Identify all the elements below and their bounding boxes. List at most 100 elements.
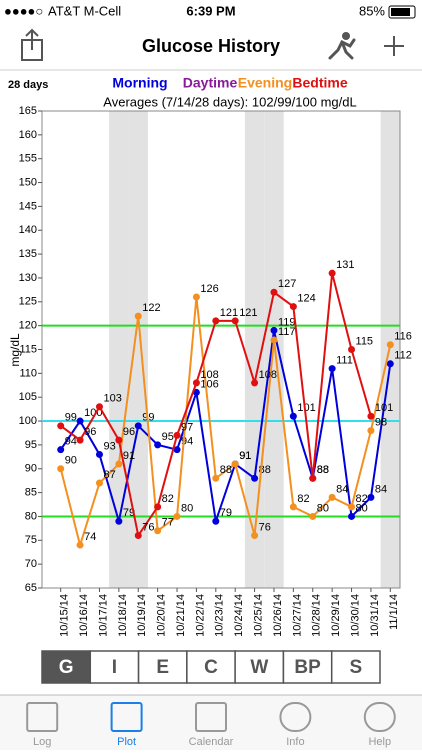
data-point [309,474,317,482]
x-tick-label: 10/21/14 [175,594,187,637]
data-label: 88 [220,464,232,476]
data-point [154,441,162,449]
data-label: 94 [65,436,77,448]
range-label: 28 days [8,79,48,91]
data-label: 124 [297,292,315,304]
data-point [212,517,220,525]
data-label: 82 [297,493,309,505]
weekend-band [380,111,400,588]
y-tick-label: 105 [19,391,37,403]
subtitle: Averages (7/14/28 days): 102/99/100 mg/d… [103,94,356,109]
data-label: 97 [181,421,193,433]
x-tick-label: 10/20/14 [156,594,168,637]
tab-icon[interactable] [279,702,312,732]
activity-button[interactable] [328,32,356,60]
data-point [289,412,297,420]
data-label: 91 [239,450,251,462]
segment[interactable] [282,650,333,684]
data-label: 96 [123,426,135,438]
data-point [367,427,375,435]
tab-icon[interactable] [363,702,396,732]
y-tick-label: 155 [19,153,37,165]
data-point [231,460,239,468]
data-point [57,446,65,454]
data-label: 121 [220,307,238,319]
nav-title: Glucose History [142,36,280,56]
segment[interactable] [234,650,285,684]
tab-icon[interactable] [26,702,59,732]
share-button[interactable] [21,28,43,61]
data-label: 88 [317,464,329,476]
data-point [251,532,259,540]
segment-label: S [350,657,363,678]
data-point [386,360,394,368]
data-point [57,422,65,430]
x-tick-label: 10/18/14 [117,594,129,637]
x-tick-label: 10/17/14 [97,594,109,637]
tab-label: Plot [117,736,136,748]
data-label: 80 [317,502,329,514]
tab-label: Info [286,736,304,748]
data-label: 80 [356,502,368,514]
battery-level: 85% [359,3,385,18]
data-label: 79 [220,507,232,519]
weekend-band [244,111,265,588]
data-point [115,460,123,468]
data-label: 108 [200,369,218,381]
y-tick-label: 95 [25,439,37,451]
data-label: 121 [239,307,257,319]
data-label: 77 [162,517,174,529]
x-tick-label: 10/27/14 [291,594,303,637]
legend-entry: Bedtime [292,75,347,91]
data-label: 99 [65,412,77,424]
segment[interactable] [186,650,236,684]
tab-icon[interactable] [110,702,143,732]
data-label: 122 [142,302,160,314]
data-point [212,474,220,482]
x-tick-label: 10/30/14 [349,594,361,637]
data-label: 84 [375,483,387,495]
data-label: 95 [162,431,174,443]
tab-icon[interactable] [195,702,227,732]
segment[interactable] [330,650,381,684]
segment[interactable] [89,650,140,684]
x-tick-label: 11/1/14 [388,594,400,630]
data-label: 84 [336,483,348,495]
data-point [95,403,103,411]
data-point [309,512,317,520]
segment-label: C [204,657,218,678]
data-label: 82 [356,493,368,505]
data-point [76,436,84,444]
segment-label: G [59,657,74,678]
y-tick-label: 115 [19,343,37,355]
data-point [95,450,103,458]
y-tick-label: 130 [19,272,37,284]
x-tick-label: 10/16/14 [78,594,90,637]
y-tick-label: 70 [25,558,37,570]
add-button[interactable] [384,36,404,56]
data-point [115,517,123,525]
x-tick-label: 10/28/14 [311,594,323,637]
data-label: 103 [103,393,121,405]
segment[interactable] [41,650,92,684]
data-point [134,312,142,320]
y-axis-label: mg/dL [8,333,22,367]
x-tick-label: 10/23/14 [214,594,226,637]
data-point [192,379,200,387]
data-point [173,512,181,520]
y-tick-label: 125 [19,296,37,308]
data-label: 76 [259,521,271,533]
data-point [231,317,239,325]
x-tick-label: 10/15/14 [59,594,71,637]
data-label: 93 [103,440,115,452]
data-label: 101 [297,402,315,414]
data-point [173,446,181,454]
data-label: 76 [142,521,154,533]
data-point [270,288,278,296]
data-point [154,527,162,535]
data-label: 88 [317,464,329,476]
tab-label: Log [33,736,51,748]
data-label: 112 [394,350,412,362]
series-line [59,296,392,549]
data-label: 108 [259,369,277,381]
